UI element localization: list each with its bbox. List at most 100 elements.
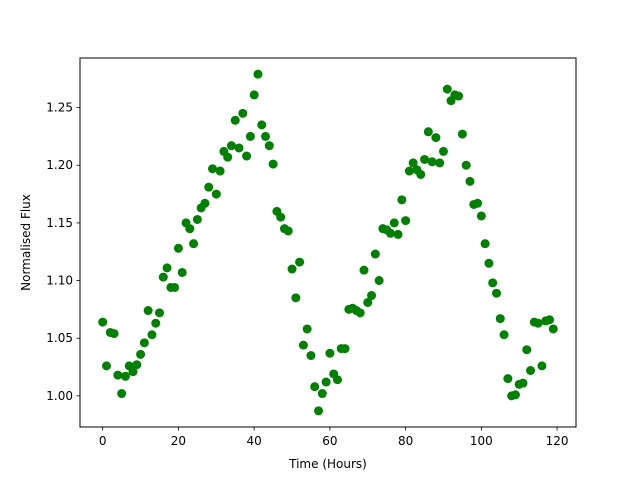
data-point xyxy=(537,361,547,371)
y-tick-label: 1.20 xyxy=(46,158,73,172)
data-point xyxy=(401,216,411,226)
data-point xyxy=(223,152,233,162)
data-point xyxy=(276,212,286,222)
data-point xyxy=(253,69,263,79)
data-point xyxy=(295,257,305,267)
data-point xyxy=(457,129,467,139)
data-point xyxy=(518,378,528,388)
data-point xyxy=(268,159,278,169)
data-point xyxy=(257,120,267,130)
data-point xyxy=(310,382,320,392)
data-point xyxy=(480,239,490,249)
data-point xyxy=(427,157,437,167)
data-point xyxy=(461,160,471,170)
data-point xyxy=(211,189,221,199)
y-tick-label: 1.10 xyxy=(46,274,73,288)
data-point xyxy=(136,349,146,359)
data-point xyxy=(226,141,236,151)
data-point xyxy=(473,198,483,208)
data-point xyxy=(545,315,554,325)
data-point xyxy=(416,169,426,179)
x-axis-label: Time (Hours) xyxy=(288,457,367,471)
data-point xyxy=(397,195,407,205)
data-point xyxy=(510,390,520,400)
data-point xyxy=(242,151,252,161)
data-point xyxy=(363,297,373,307)
data-point xyxy=(208,164,218,174)
data-point xyxy=(151,318,161,328)
data-point xyxy=(204,182,214,192)
plot-area xyxy=(98,69,558,416)
data-point xyxy=(147,330,157,340)
data-point xyxy=(192,214,202,224)
data-point xyxy=(332,375,342,385)
data-point xyxy=(291,293,301,303)
x-tick-label: 100 xyxy=(470,434,493,448)
data-point xyxy=(238,108,248,118)
data-point xyxy=(442,84,452,94)
data-point xyxy=(185,224,195,234)
data-point xyxy=(98,317,108,327)
data-point xyxy=(102,361,111,371)
data-point xyxy=(476,211,486,221)
data-point xyxy=(503,374,513,384)
data-point xyxy=(317,389,327,399)
data-point xyxy=(314,406,324,416)
data-point xyxy=(522,345,532,355)
x-tick-label: 40 xyxy=(247,434,262,448)
data-point xyxy=(454,91,464,101)
data-point xyxy=(438,146,448,156)
data-point xyxy=(162,263,172,273)
data-point xyxy=(374,276,384,286)
data-point xyxy=(306,351,316,361)
data-point xyxy=(367,291,377,301)
data-point xyxy=(113,370,123,380)
data-point xyxy=(435,158,445,168)
data-point xyxy=(548,324,558,334)
y-tick-label: 1.15 xyxy=(46,216,73,230)
data-point xyxy=(533,318,543,328)
data-point xyxy=(128,367,138,377)
x-tick-label: 0 xyxy=(99,434,107,448)
data-point xyxy=(189,239,199,249)
y-tick-label: 1.00 xyxy=(46,389,73,403)
data-point xyxy=(177,267,187,277)
data-point xyxy=(173,243,183,253)
data-point xyxy=(143,306,153,316)
data-point xyxy=(385,228,395,238)
data-point xyxy=(117,389,127,399)
data-point xyxy=(200,198,210,208)
data-point xyxy=(526,366,536,375)
data-point xyxy=(325,348,335,358)
data-point xyxy=(264,141,274,151)
data-point xyxy=(287,264,297,274)
data-point xyxy=(302,324,312,334)
data-point xyxy=(230,115,240,125)
data-point xyxy=(423,127,433,137)
data-point xyxy=(245,131,255,141)
data-point xyxy=(120,371,130,381)
x-tick-label: 120 xyxy=(546,434,569,448)
data-point xyxy=(249,90,259,100)
data-point xyxy=(340,344,350,354)
y-axis-label: Normalised Flux xyxy=(19,194,33,291)
data-point xyxy=(499,330,509,340)
data-point xyxy=(321,377,331,387)
data-point xyxy=(420,154,430,164)
data-point xyxy=(465,176,475,186)
data-point xyxy=(109,329,119,339)
data-point xyxy=(355,308,365,318)
data-point xyxy=(431,133,441,143)
data-point xyxy=(158,272,168,282)
data-point xyxy=(404,166,414,176)
data-point xyxy=(170,282,180,292)
x-tick-label: 80 xyxy=(398,434,413,448)
data-point xyxy=(234,143,244,153)
x-axis-ticks: 0 20 40 60 80 100 120 xyxy=(99,427,569,448)
data-point xyxy=(298,340,308,350)
data-point xyxy=(495,314,505,324)
data-point xyxy=(484,258,494,268)
data-point xyxy=(491,288,501,298)
data-point xyxy=(261,131,271,141)
x-tick-label: 20 xyxy=(171,434,186,448)
